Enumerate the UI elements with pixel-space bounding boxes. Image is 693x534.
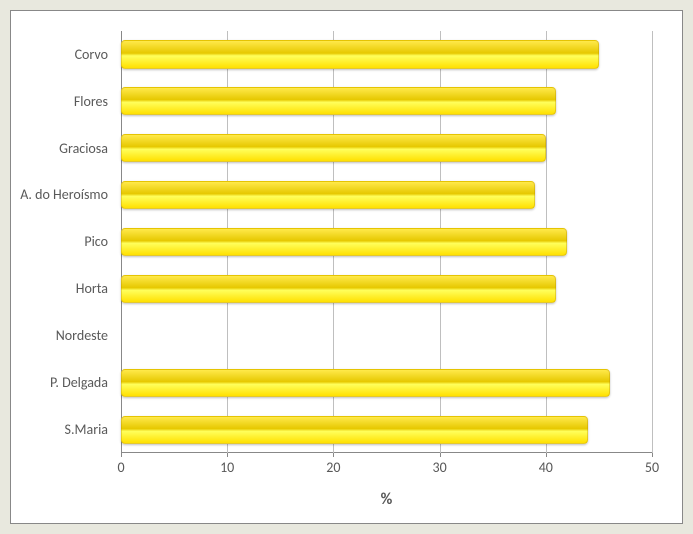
bar-row xyxy=(121,312,652,359)
bar xyxy=(121,416,588,444)
bar-row xyxy=(121,125,652,172)
y-category-label: Nordeste xyxy=(11,312,116,359)
x-tick xyxy=(333,453,334,457)
x-tick xyxy=(121,453,122,457)
y-category-label: Graciosa xyxy=(11,125,116,172)
x-axis-ticks: 01020304050 xyxy=(121,459,652,479)
x-tick-label: 30 xyxy=(432,459,446,476)
bar-row xyxy=(121,406,652,453)
bar xyxy=(121,181,535,209)
bars-container xyxy=(121,31,652,453)
x-tick-label: 20 xyxy=(326,459,340,476)
y-category-label: A. do Heroísmo xyxy=(11,172,116,219)
y-axis-labels: CorvoFloresGraciosaA. do HeroísmoPicoHor… xyxy=(11,31,116,453)
chart-card: CorvoFloresGraciosaA. do HeroísmoPicoHor… xyxy=(0,0,693,534)
chart-frame: CorvoFloresGraciosaA. do HeroísmoPicoHor… xyxy=(10,10,683,524)
plot-area xyxy=(121,31,652,453)
y-category-label: Pico xyxy=(11,219,116,266)
x-tick-label: 10 xyxy=(220,459,234,476)
x-tick-label: 40 xyxy=(539,459,553,476)
bar-row xyxy=(121,359,652,406)
y-category-label: P. Delgada xyxy=(11,359,116,406)
bar xyxy=(121,369,610,397)
bar xyxy=(121,228,567,256)
y-category-label: Horta xyxy=(11,265,116,312)
y-category-label: Flores xyxy=(11,78,116,125)
x-tick xyxy=(227,453,228,457)
y-category-label: Corvo xyxy=(11,31,116,78)
x-tick-label: 50 xyxy=(645,459,659,476)
bar-row xyxy=(121,265,652,312)
bar xyxy=(121,275,556,303)
x-tick xyxy=(440,453,441,457)
bar-row xyxy=(121,78,652,125)
x-tick xyxy=(652,453,653,457)
bar xyxy=(121,40,599,68)
x-axis-title: % xyxy=(121,490,652,509)
x-tick-label: 0 xyxy=(117,459,124,476)
bar xyxy=(121,87,556,115)
bar xyxy=(121,134,546,162)
gridline xyxy=(652,31,653,453)
y-category-label: S.Maria xyxy=(11,406,116,453)
bar-row xyxy=(121,31,652,78)
x-tick xyxy=(546,453,547,457)
bar-row xyxy=(121,219,652,266)
bar-row xyxy=(121,172,652,219)
